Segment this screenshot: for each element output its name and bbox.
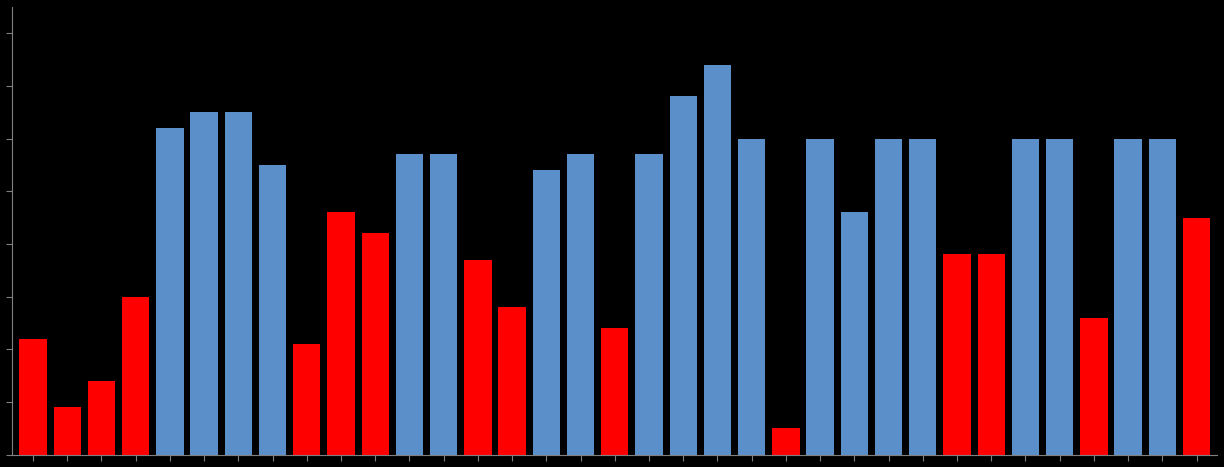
Bar xyxy=(944,255,971,454)
Bar xyxy=(1080,318,1108,454)
Bar xyxy=(1012,139,1039,454)
Bar xyxy=(772,428,799,454)
Bar xyxy=(909,139,936,454)
Bar xyxy=(635,155,662,454)
Bar xyxy=(54,407,81,454)
Bar xyxy=(327,212,355,454)
Bar xyxy=(1114,139,1142,454)
Bar xyxy=(841,212,868,454)
Bar xyxy=(738,139,765,454)
Bar xyxy=(1148,139,1176,454)
Bar xyxy=(259,165,286,454)
Bar xyxy=(704,65,731,454)
Bar xyxy=(430,155,458,454)
Bar xyxy=(361,234,389,454)
Bar xyxy=(1047,139,1073,454)
Bar xyxy=(978,255,1005,454)
Bar xyxy=(88,381,115,454)
Bar xyxy=(191,112,218,454)
Bar xyxy=(807,139,834,454)
Bar xyxy=(293,344,321,454)
Bar xyxy=(601,328,628,454)
Bar xyxy=(157,128,184,454)
Bar xyxy=(1182,218,1211,454)
Bar xyxy=(567,155,594,454)
Bar xyxy=(122,297,149,454)
Bar xyxy=(464,260,492,454)
Bar xyxy=(225,112,252,454)
Bar xyxy=(532,170,561,454)
Bar xyxy=(395,155,424,454)
Bar xyxy=(498,307,526,454)
Bar xyxy=(875,139,902,454)
Bar xyxy=(20,339,47,454)
Bar xyxy=(670,97,696,454)
